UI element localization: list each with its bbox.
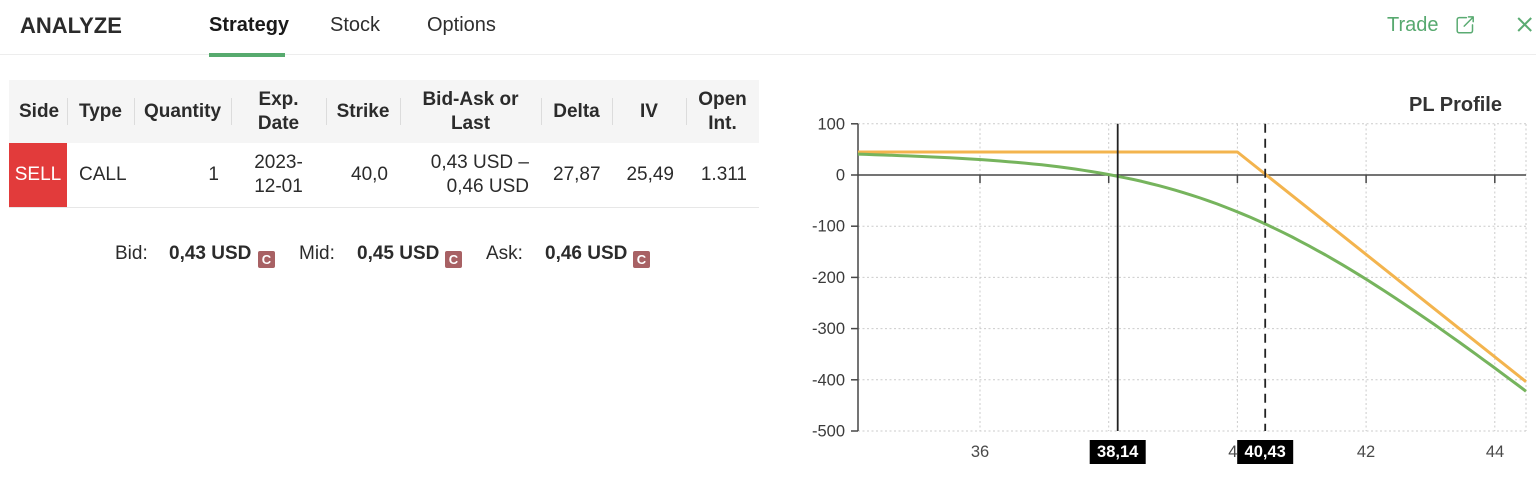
svg-text:-100: -100 <box>812 218 845 236</box>
svg-text:-400: -400 <box>812 371 845 389</box>
svg-text:44: 44 <box>1486 443 1504 461</box>
svg-text:40,43: 40,43 <box>1245 443 1286 461</box>
svg-text:0: 0 <box>836 167 845 185</box>
svg-text:36: 36 <box>971 443 989 461</box>
svg-text:-500: -500 <box>812 423 845 441</box>
svg-text:-300: -300 <box>812 320 845 338</box>
svg-text:100: 100 <box>817 115 845 133</box>
svg-text:38,14: 38,14 <box>1097 443 1139 461</box>
svg-text:-200: -200 <box>812 269 845 287</box>
svg-text:PL Profile: PL Profile <box>1409 94 1502 116</box>
svg-text:42: 42 <box>1357 443 1375 461</box>
